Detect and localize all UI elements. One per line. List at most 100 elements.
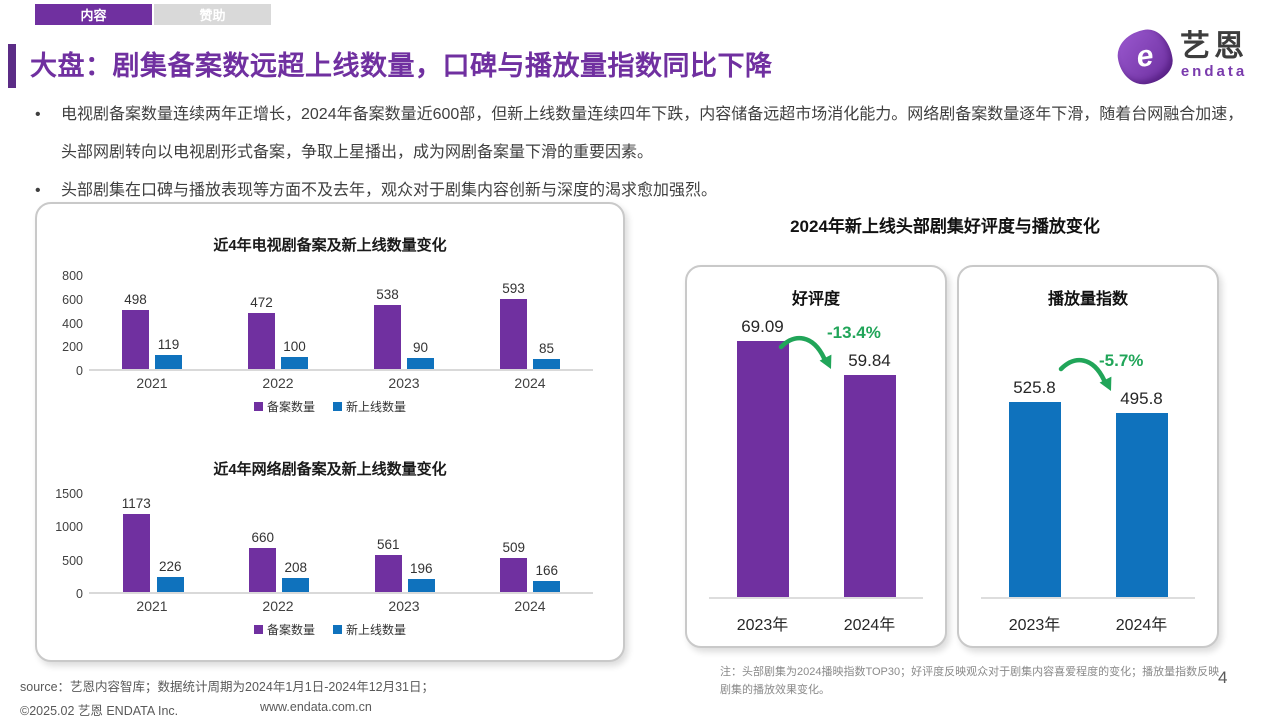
bullet-dot-icon: • <box>35 106 41 123</box>
bar-value-label: 208 <box>284 560 308 576</box>
bar-value-label: 660 <box>251 530 275 545</box>
card-title: 好评度 <box>791 291 840 308</box>
x-tick-label: 2022 <box>262 375 294 391</box>
bar <box>155 354 182 369</box>
x-axis-labels: 2023年 2024年 <box>709 611 923 635</box>
legend-item: 新上线数量 <box>333 621 406 638</box>
bar-groups: 498 119 472 100 538 90 593 85 <box>89 276 593 369</box>
logo-text: 艺恩 endata <box>1180 30 1248 80</box>
bar-column: 59.84 <box>843 350 896 597</box>
x-tick-label: 2021 <box>136 375 168 391</box>
legend-label: 新上线数量 <box>346 400 407 414</box>
bar <box>500 558 528 592</box>
bar-group: 498 119 <box>122 292 182 369</box>
bullet-text: 电视剧备案数量连续两年正增长，2024年备案数量近600部，但新上线数量连续四年… <box>61 106 1244 161</box>
plot: 1173 226 660 208 561 196 509 166 <box>89 494 593 594</box>
bar-column: 660 <box>249 530 277 592</box>
legend-swatch-icon <box>333 625 342 634</box>
chart-title: 近4年电视剧备案及新上线数量变化 <box>213 237 447 254</box>
bar-value-label: 69.09 <box>741 316 784 336</box>
y-tick-label: 800 <box>62 269 83 283</box>
bar <box>374 554 402 592</box>
bar <box>407 358 434 369</box>
bar <box>843 374 896 597</box>
bar-column: 69.09 <box>736 316 789 597</box>
bar-column: 85 <box>533 341 560 369</box>
page-title: 大盘：剧集备案数远超上线数量，口碑与播放量指数同比下降 <box>30 51 773 81</box>
right-section-title: 2024年新上线头部剧集好评度与播放变化 <box>790 217 1100 236</box>
chart-legend: 备案数量 新上线数量 <box>37 398 623 415</box>
legend-swatch-icon <box>253 625 263 634</box>
bar-column: 495.8 <box>1115 389 1168 597</box>
bar-group: 472 100 <box>248 295 308 369</box>
bar <box>156 576 184 592</box>
website-link[interactable]: www.endata.com.cn <box>260 700 372 714</box>
bar-group: 561 196 <box>374 537 435 592</box>
bar-group: 1173 226 <box>122 496 184 592</box>
bar <box>533 580 561 592</box>
change-percent-label: -5.7% <box>1099 351 1144 370</box>
x-axis-labels: 2021 2022 2023 2024 <box>89 598 593 614</box>
bar-value-label: 509 <box>502 540 525 556</box>
methodology-note: 注：头部剧集为2024播映指数TOP30；好评度反映观众对于剧集内容喜爱程度的变… <box>720 666 1220 696</box>
bar <box>736 340 789 597</box>
bar-column: 538 <box>374 287 401 369</box>
registration-charts-card: 近4年电视剧备案及新上线数量变化 800 600 400 200 0 498 119 472 1… <box>35 202 625 662</box>
bar-value-label: 538 <box>376 287 399 303</box>
y-tick-label: 0 <box>76 587 83 601</box>
chart-plot-area: 800 600 400 200 0 498 119 472 100 538 90 593 85 <box>53 269 593 378</box>
x-axis-labels: 2023年 2024年 <box>981 611 1195 635</box>
y-tick-label: 1500 <box>55 487 83 501</box>
bar-column: 498 <box>122 292 149 369</box>
bar-value-label: 498 <box>124 291 147 307</box>
y-tick-label: 0 <box>76 364 83 378</box>
bar-value-label: 90 <box>412 340 429 356</box>
bar-column: 100 <box>281 339 308 369</box>
bar <box>374 305 401 369</box>
bar-column: 226 <box>156 558 184 592</box>
bar <box>281 357 308 369</box>
chart-plot-area: 1500 1000 500 0 1173 226 660 208 561 196 509 166 <box>53 487 593 601</box>
bar-value-label: 59.84 <box>848 350 891 370</box>
bar <box>1008 401 1061 597</box>
bar <box>282 578 310 592</box>
bar-column: 593 <box>500 281 527 369</box>
bar-groups: 1173 226 660 208 561 196 509 166 <box>89 494 593 592</box>
bar-value-label: 525.8 <box>1013 377 1056 397</box>
legend-item: 备案数量 <box>253 621 315 638</box>
legend-swatch-icon <box>253 402 263 411</box>
bar-value-label: 119 <box>157 336 180 352</box>
legend-label: 备案数量 <box>266 400 315 414</box>
bar-value-label: 166 <box>535 562 558 578</box>
x-tick-label: 2023 <box>388 375 420 391</box>
top-tab-bar: 内容 赞助 <box>35 4 271 25</box>
bar-column: 119 <box>155 337 182 369</box>
bullet-text: 头部剧集在口碑与播放表现等方面不及去年，观众对于剧集内容创新与深度的渴求愈加强烈… <box>61 182 718 199</box>
y-tick-label: 200 <box>62 340 83 355</box>
reputation-card: 好评度 69.09 59.84 2023年 2024年 -13.4% <box>685 265 947 648</box>
bar-value-label: 85 <box>538 340 555 356</box>
bullet-item: • 电视剧备案数量连续两年正增长，2024年备案数量近600部，但新上线数量连续… <box>35 96 1245 172</box>
source-note: source：艺恩内容智库；数据统计周期为2024年1月1日-2024年12月3… <box>20 680 435 694</box>
bar-column: 196 <box>407 560 435 592</box>
y-tick-label: 600 <box>62 292 83 307</box>
page-number: 4 <box>1218 668 1228 687</box>
x-tick-label: 2024 <box>514 375 546 391</box>
summary-bullets: • 电视剧备案数量连续两年正增长，2024年备案数量近600部，但新上线数量连续… <box>35 96 1245 210</box>
legend-label: 新上线数量 <box>346 623 407 637</box>
tab-sponsor[interactable]: 赞助 <box>154 4 271 25</box>
card-title: 播放量指数 <box>1047 291 1128 308</box>
bar-value-label: 196 <box>409 560 433 576</box>
plot: 498 119 472 100 538 90 593 85 <box>89 276 593 371</box>
bar <box>122 513 150 592</box>
bar-column: 561 <box>374 537 402 592</box>
bar-column: 525.8 <box>1008 377 1061 597</box>
bar-value-label: 593 <box>502 280 525 296</box>
change-percent-label: -13.4% <box>827 323 881 342</box>
legend-label: 备案数量 <box>266 623 315 637</box>
bar-column: 472 <box>248 295 275 369</box>
bar <box>248 312 275 369</box>
x-tick-label: 2023年 <box>736 617 789 634</box>
tab-content[interactable]: 内容 <box>35 4 152 25</box>
bar-value-label: 226 <box>159 558 182 574</box>
